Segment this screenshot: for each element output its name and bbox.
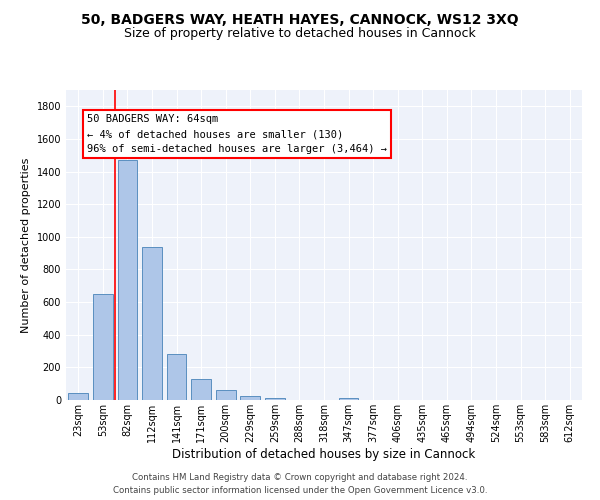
Bar [93,294,113,400]
Bar [265,398,284,400]
Bar [191,379,211,400]
Bar [241,396,260,400]
Text: 50, BADGERS WAY, HEATH HAYES, CANNOCK, WS12 3XQ: 50, BADGERS WAY, HEATH HAYES, CANNOCK, W… [81,12,519,26]
X-axis label: Distribution of detached houses by size in Cannock: Distribution of detached houses by size … [172,448,476,460]
Bar [118,160,137,400]
Bar [142,247,162,400]
Y-axis label: Number of detached properties: Number of detached properties [21,158,31,332]
Text: Contains public sector information licensed under the Open Government Licence v3: Contains public sector information licen… [113,486,487,495]
Bar [216,390,236,400]
Text: Contains HM Land Registry data © Crown copyright and database right 2024.: Contains HM Land Registry data © Crown c… [132,472,468,482]
Text: 50 BADGERS WAY: 64sqm
← 4% of detached houses are smaller (130)
96% of semi-deta: 50 BADGERS WAY: 64sqm ← 4% of detached h… [87,114,387,154]
Bar [339,398,358,400]
Bar [167,354,187,400]
Text: Size of property relative to detached houses in Cannock: Size of property relative to detached ho… [124,28,476,40]
Bar [68,394,88,400]
